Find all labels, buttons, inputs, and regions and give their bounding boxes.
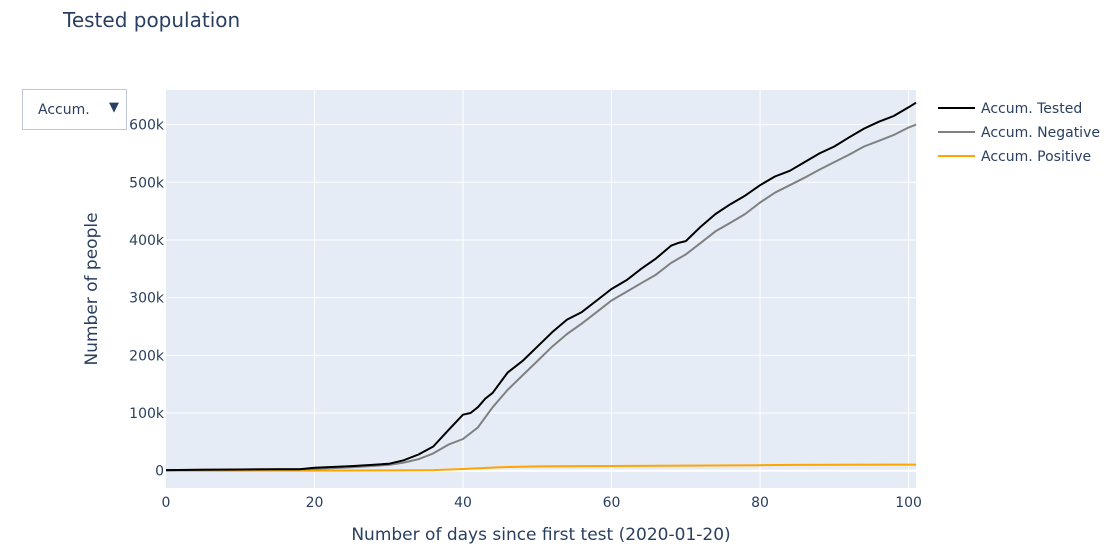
gridlines [166,90,916,488]
legend-label-accum-tested: Accum. Tested [981,101,1082,117]
legend-label-accum-positive: Accum. Positive [981,149,1091,165]
series-line-accum-negative [165,123,917,472]
y-axis-title: Number of people [82,212,102,365]
x-axis-title: Number of days since first test (2020-01… [351,525,730,545]
y-tick-label: 600k [129,118,165,134]
legend: Accum. Tested Accum. Negative Accum. Posit… [938,101,1100,165]
y-tick-label: 400k [129,233,165,249]
chart-title: Tested population [63,8,241,32]
x-tick-label: 60 [603,495,621,511]
series-line-accum-tested [165,101,917,472]
x-tick-label: 20 [306,495,324,511]
x-tick-label: 80 [751,495,769,511]
legend-label-accum-negative: Accum. Negative [981,125,1100,141]
x-axis-ticks: 0 20 40 60 80 100 [162,495,922,511]
y-tick-label: 500k [129,175,165,191]
aggregation-dropdown[interactable]: Accum. ▼ [22,89,127,130]
plot-area [166,90,916,488]
y-axis-ticks: 0 100k 200k 300k 400k 500k 600k [129,118,165,480]
x-tick-label: 40 [454,495,472,511]
series-group [165,101,917,472]
x-tick-label: 0 [162,495,171,511]
dropdown-label: Accum. [38,102,90,118]
chevron-down-icon: ▼ [109,100,119,115]
y-tick-label: 0 [155,464,164,480]
y-tick-label: 200k [129,348,165,364]
series-line-accum-positive [166,463,916,472]
x-tick-label: 100 [895,495,922,511]
y-tick-label: 100k [129,406,165,422]
y-tick-label: 300k [129,291,165,307]
